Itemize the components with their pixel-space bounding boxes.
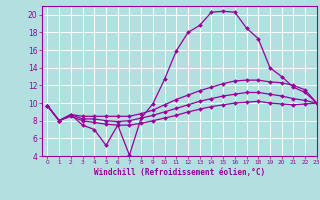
X-axis label: Windchill (Refroidissement éolien,°C): Windchill (Refroidissement éolien,°C) (94, 168, 265, 177)
